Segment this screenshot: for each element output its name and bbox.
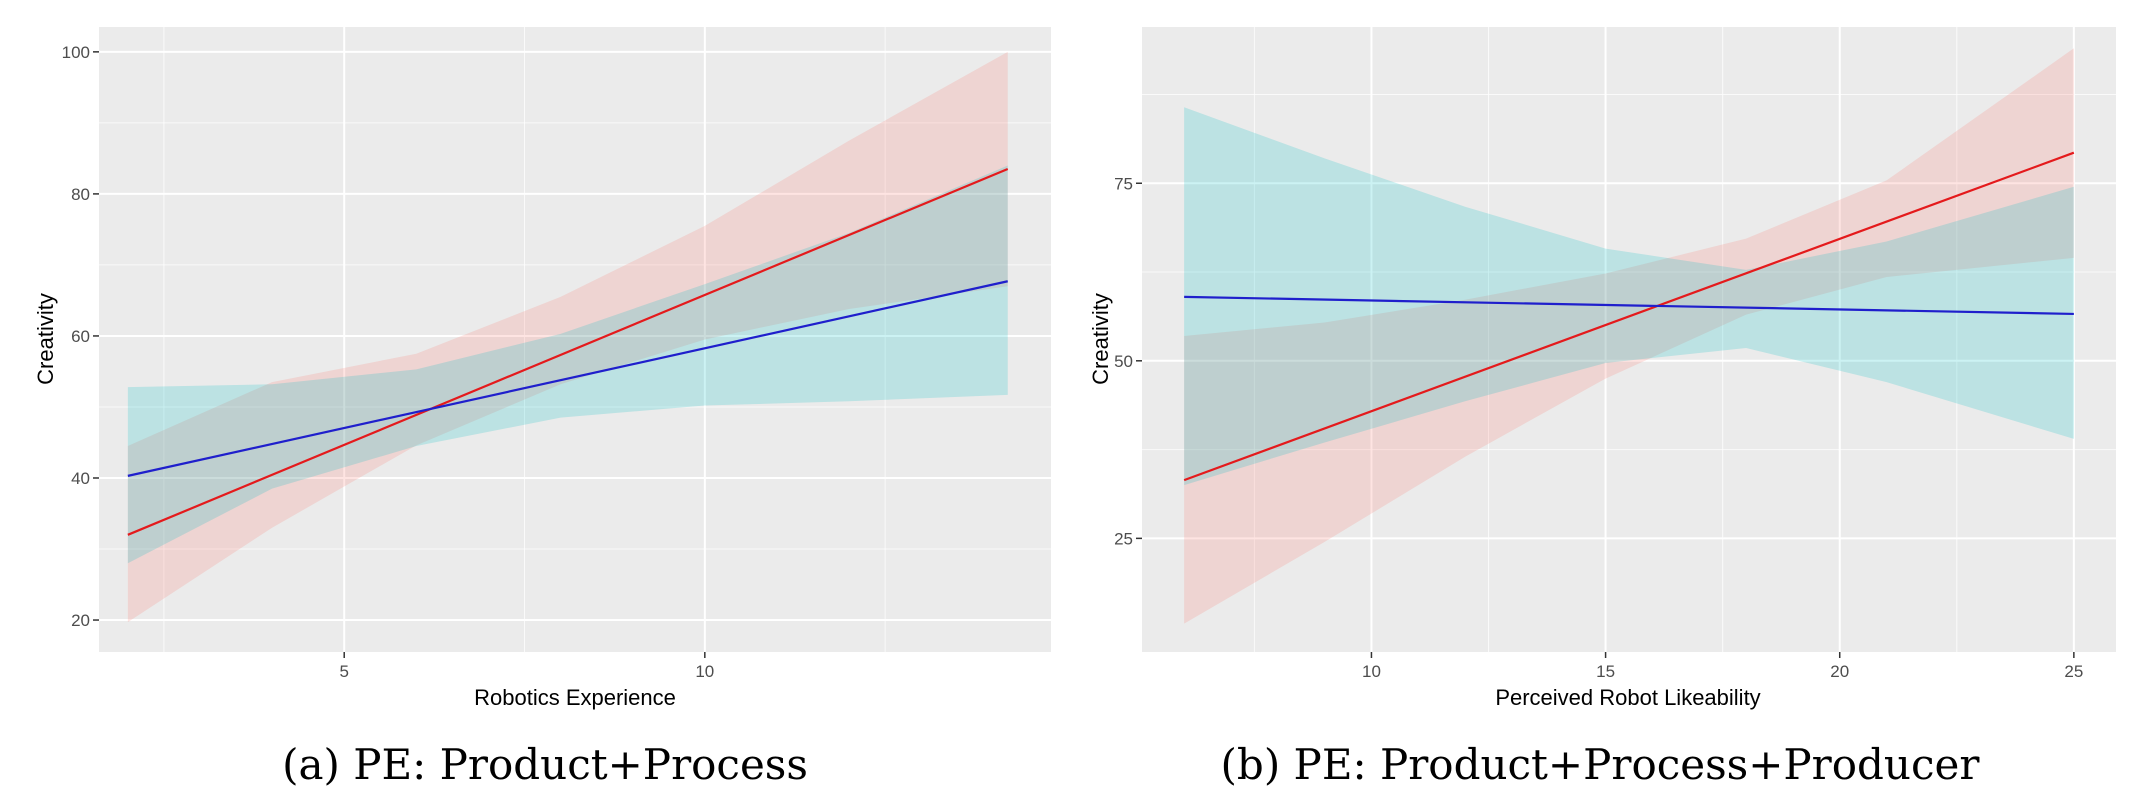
panel-b-series-lines xyxy=(1183,151,2075,482)
panel-a-series-lines xyxy=(127,168,1009,536)
y-tick-label: 100 xyxy=(62,43,90,62)
panel-a-caption: (a) PE: Product+Process xyxy=(282,740,808,789)
blue-regression-line xyxy=(127,280,1008,477)
blue-confidence-band xyxy=(1184,107,2074,486)
y-tick-label: 60 xyxy=(71,327,90,346)
blue-confidence-band xyxy=(127,165,1008,564)
panel-b-ticks: 10 15 20 25 25 50 75 xyxy=(1114,174,2083,681)
y-tick-label: 75 xyxy=(1114,174,1133,193)
x-tick-label: 10 xyxy=(1362,662,1381,681)
panel-b: 10 15 20 25 25 50 75 Creativity Perceived Robo… xyxy=(1088,27,2116,789)
red-confidence-band xyxy=(127,51,1008,623)
red-regression-line xyxy=(1183,151,2075,482)
blue-regression-line xyxy=(1184,295,2074,316)
panel-b-caption: (b) PE: Product+Process+Producer xyxy=(1221,740,1981,789)
y-tick-label: 20 xyxy=(71,611,90,630)
panel-a-y-axis-title: Creativity xyxy=(33,293,58,385)
x-tick-label: 15 xyxy=(1596,662,1615,681)
panel-a-confidence-bands xyxy=(127,51,1008,623)
x-tick-label: 10 xyxy=(695,662,714,681)
panel-a-gridlines xyxy=(99,27,1051,652)
panel-b-y-axis-title: Creativity xyxy=(1088,293,1113,385)
panel-a-background xyxy=(99,27,1051,652)
y-tick-label: 25 xyxy=(1114,529,1133,548)
x-tick-label: 20 xyxy=(1830,662,1849,681)
panel-b-background xyxy=(1142,27,2116,652)
panel-b-gridlines xyxy=(1142,27,2116,652)
x-tick-label: 5 xyxy=(339,662,348,681)
red-regression-line xyxy=(127,168,1009,536)
red-confidence-band xyxy=(1184,48,2074,624)
y-tick-label: 50 xyxy=(1114,352,1133,371)
panel-b-x-axis-title: Perceived Robot Likeability xyxy=(1495,685,1760,710)
x-tick-label: 25 xyxy=(2064,662,2083,681)
y-tick-label: 40 xyxy=(71,469,90,488)
y-tick-label: 80 xyxy=(71,185,90,204)
panel-a-x-axis-title: Robotics Experience xyxy=(474,685,676,710)
panel-b-confidence-bands xyxy=(1184,48,2074,624)
panel-a: 5 10 20 40 60 80 100 Creativity Robotics Exper… xyxy=(33,27,1051,789)
panel-a-ticks: 5 10 20 40 60 80 100 xyxy=(62,43,715,681)
